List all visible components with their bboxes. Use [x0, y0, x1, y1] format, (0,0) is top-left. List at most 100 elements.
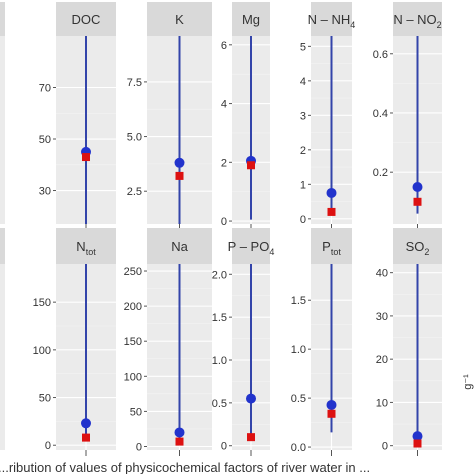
y-tick-label: 70 — [39, 83, 51, 95]
y-tick-label: 0 — [45, 440, 51, 452]
y-tick-label: 0.0 — [291, 442, 306, 454]
y-tick-label: 250 — [124, 266, 142, 278]
facet-strip — [0, 2, 5, 36]
y-tick-label: 1.5 — [291, 295, 306, 307]
facet-strip — [147, 2, 212, 36]
mean-point — [326, 399, 337, 410]
median-point — [175, 171, 184, 180]
y-tick-label: 2 — [221, 157, 227, 169]
facet-strip — [311, 2, 352, 36]
facet-panel: 0 1 2 3 4 5N – NH4 — [300, 2, 355, 230]
y-tick-label: 0 — [221, 216, 227, 228]
median-point — [175, 437, 184, 446]
y-tick-label: 0.2 — [373, 167, 388, 179]
facet-strip — [311, 228, 352, 264]
y-tick-label: 0 — [382, 441, 388, 453]
facet-strip-label: DOC — [72, 12, 101, 27]
y-tick-label: 10 — [376, 397, 388, 409]
mean-point — [174, 427, 185, 438]
facet-panel: 0 2 4 6 Mg — [221, 2, 270, 230]
facet-strip — [56, 228, 116, 264]
y-tick-label: 1 — [300, 179, 306, 191]
y-tick-label: 5.0 — [127, 132, 142, 144]
y-tick-label: 1.5 — [212, 312, 227, 324]
y-tick-label: 200 — [124, 301, 142, 313]
mean-point — [326, 187, 337, 198]
y-tick-label: 7.5 — [127, 77, 142, 89]
y-tick-label: 2.5 — [127, 186, 142, 198]
right-axis-label: g⁻¹ — [462, 374, 474, 390]
y-tick-label: 2 — [300, 145, 306, 157]
facet-strip — [393, 2, 442, 36]
y-tick-label: 0.5 — [291, 393, 306, 405]
y-tick-label: 150 — [33, 297, 51, 309]
facet-strip — [56, 2, 116, 36]
y-tick-label: 6 — [221, 40, 227, 52]
panel-background — [0, 36, 5, 224]
y-tick-label: 5 — [300, 41, 306, 53]
strip-label-subscript: 2 — [437, 20, 442, 30]
facet-strip — [147, 228, 212, 264]
facet-panel: 0 0.5 1.0 1.5 2.0P – PO4 — [212, 228, 275, 456]
mean-point — [412, 181, 423, 192]
facet-panel: 0 10 20 30 40 SO2 — [376, 228, 442, 456]
y-tick-label: 2.0 — [212, 269, 227, 281]
y-tick-label: 50 — [39, 393, 51, 405]
facet-strip — [393, 228, 442, 264]
panel-background — [0, 264, 5, 450]
y-tick-label: 30 — [376, 311, 388, 323]
facet-panel: 0 50 100 150 200 250 Na — [124, 228, 212, 456]
median-point — [413, 439, 422, 448]
y-tick-label: 0.5 — [212, 398, 227, 410]
facet-strip — [232, 2, 270, 36]
y-tick-label: 1.0 — [291, 344, 306, 356]
y-tick-label: 40 — [376, 268, 388, 280]
y-tick-label: 150 — [124, 336, 142, 348]
facet-strip-label: SO2 — [406, 239, 430, 257]
facet-strip — [0, 228, 5, 264]
median-point — [327, 409, 336, 418]
strip-label-subscript: tot — [331, 247, 342, 257]
y-tick-label: 0 — [221, 441, 227, 453]
mean-point — [81, 418, 91, 429]
median-point — [247, 161, 255, 170]
facet-panel: 2.5 5.0 7.5 K — [127, 2, 212, 230]
facet-panel: 30 50 70 DOC — [39, 2, 116, 230]
facet-panel: 0.2 0.4 0.6 N – NO2 — [373, 2, 442, 230]
y-tick-label: 1.0 — [212, 355, 227, 367]
y-tick-label: 50 — [130, 406, 142, 418]
y-tick-label: 30 — [39, 186, 51, 198]
facet-strip-label: P – PO4 — [228, 239, 275, 257]
facet-panels: 30 50 70 DOC 2.5 5.0 7.5 K 0 2 4 6 Mg 0 1 2 3 4 5N – NH4 0.… — [0, 2, 442, 456]
strip-label-subscript: 2 — [424, 247, 429, 257]
median-point — [82, 153, 90, 162]
y-tick-label: 0.6 — [373, 49, 388, 61]
strip-label-subscript: 4 — [350, 20, 355, 30]
facet-strip-label: K — [175, 12, 184, 27]
y-tick-label: 20 — [376, 354, 388, 366]
median-point — [413, 197, 422, 206]
mean-point — [246, 393, 256, 404]
y-tick-label: 100 — [124, 371, 142, 383]
mean-point — [174, 157, 185, 168]
y-tick-label: 0 — [136, 441, 142, 453]
facet-strip — [232, 228, 270, 264]
facet-strip-label: Mg — [242, 12, 260, 27]
strip-label-subscript: 4 — [269, 247, 274, 257]
figure-caption: ...ribution of values of physicochemical… — [0, 460, 370, 474]
median-point — [247, 433, 255, 442]
strip-label-subscript: tot — [86, 247, 97, 257]
facet-panel — [0, 2, 5, 224]
facet-strip-label: N – NH4 — [308, 12, 356, 30]
mean-point — [412, 431, 423, 442]
facet-strip-label: Na — [171, 239, 188, 254]
y-tick-label: 100 — [33, 345, 51, 357]
y-tick-label: 50 — [39, 134, 51, 146]
median-point — [82, 433, 90, 442]
y-tick-label: 3 — [300, 110, 306, 122]
median-point — [327, 207, 336, 216]
facet-strip-label: N – NO2 — [393, 12, 441, 30]
